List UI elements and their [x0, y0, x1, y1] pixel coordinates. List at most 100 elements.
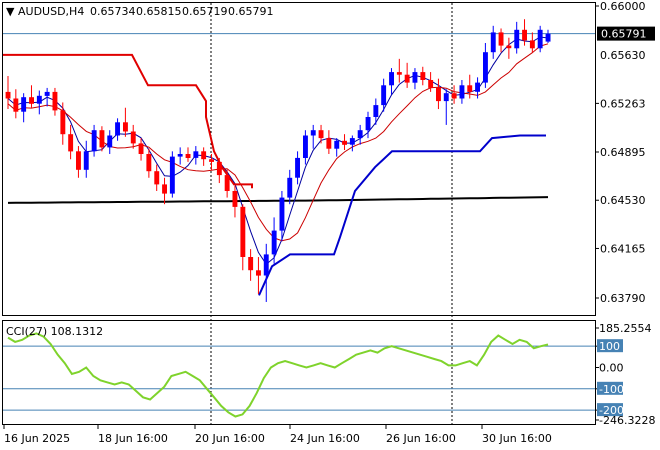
candle [99, 126, 105, 152]
ohlc-open: 0.65734 [90, 5, 136, 18]
candle [60, 102, 66, 145]
candle [263, 243, 269, 302]
price-tick-label: 0.64530 [600, 194, 646, 207]
price-tick-label: 0.64165 [600, 242, 646, 255]
candle [224, 169, 230, 198]
candle [365, 111, 371, 139]
candle [29, 85, 34, 108]
current-price-label: 0.65791 [601, 28, 647, 41]
candle [201, 147, 207, 166]
candle [412, 68, 418, 90]
candle [342, 134, 347, 151]
candle [138, 138, 144, 161]
candle [310, 124, 316, 149]
cci-line [7, 332, 549, 418]
candle [436, 78, 441, 110]
candle [216, 157, 222, 184]
candle [514, 21, 520, 54]
candle [506, 37, 512, 59]
candle [295, 151, 300, 185]
cci-tick-label: -246.3228 [599, 414, 655, 427]
candle [404, 62, 410, 88]
candle [467, 74, 473, 99]
candle [240, 204, 246, 271]
candle [209, 153, 214, 170]
cci-label: CCI(27) 108.1312 [6, 325, 103, 338]
candle [443, 89, 449, 125]
candle [130, 124, 136, 149]
candle [83, 140, 89, 178]
dropdown-arrow-icon[interactable]: ▼ [6, 5, 15, 18]
current-price-badge [597, 26, 655, 41]
cci-tick-label: 185.2554 [599, 322, 652, 335]
time-tick-label: 30 Jun 16:00 [482, 432, 552, 445]
fast-moving-average-line [7, 36, 549, 266]
price-tick-label: 0.65263 [600, 97, 646, 110]
price-tick-label: 0.64895 [600, 146, 646, 159]
candle [5, 76, 11, 110]
candle [271, 217, 277, 264]
candle [68, 124, 74, 160]
medium-moving-average-line [7, 43, 549, 242]
candle [21, 93, 27, 123]
time-tick-label: 24 Jun 16:00 [290, 432, 360, 445]
candle [373, 98, 379, 125]
candle [13, 89, 19, 119]
candle [381, 78, 387, 112]
slow-moving-average-line [7, 196, 549, 204]
candle [123, 107, 128, 137]
candle [193, 146, 199, 165]
candle [36, 90, 42, 115]
candlesticks [5, 19, 551, 302]
candle [162, 177, 167, 205]
symbol-label: AUDUSD,H4 [18, 5, 84, 18]
candle [357, 124, 363, 145]
candle [389, 68, 394, 95]
cci-axis: 185.2554 100 0.00 -100 -200-246.3228 [595, 322, 655, 427]
candle [44, 87, 50, 107]
candle [91, 124, 97, 157]
candle [232, 185, 238, 218]
blue-trailing-stop-line [258, 134, 546, 296]
candle [177, 147, 183, 165]
candle [248, 249, 254, 281]
candle [185, 147, 191, 162]
candle [115, 118, 120, 141]
cci-tick-label: 0.00 [599, 361, 624, 374]
cci-level-badge [597, 339, 623, 353]
cci-tick-label: -100 [599, 383, 624, 396]
candle [169, 151, 175, 198]
candle [396, 58, 402, 83]
candle [529, 32, 535, 53]
red-trailing-stop-line [3, 53, 253, 189]
candle [326, 130, 332, 154]
candle [146, 148, 152, 178]
price-tick-label: 0.65630 [600, 49, 646, 62]
cci-series-line [7, 332, 549, 418]
ohlc-close: 0.65791 [228, 5, 274, 18]
candle [107, 130, 113, 154]
cci-tick-label: 100 [599, 340, 620, 353]
cci-level-badge [597, 403, 623, 417]
candle [154, 164, 160, 191]
price-tick-label: 0.66000 [600, 0, 646, 13]
candle [287, 169, 293, 205]
candle [428, 72, 434, 92]
candle [279, 190, 285, 242]
price-axis: 0.66000 0.65263 0.64895 0.64530 0.64165 0.637… [595, 0, 655, 305]
indicator-lines [3, 33, 595, 296]
candle [420, 66, 426, 86]
candle [490, 25, 496, 59]
candle [318, 124, 324, 144]
price-tick-label: 0.63790 [600, 292, 646, 305]
ohlc-low: 0.65719 [182, 5, 228, 18]
candle [303, 130, 308, 165]
candle [522, 19, 527, 46]
candle [483, 42, 488, 88]
candle [475, 77, 480, 99]
time-tick-label: 20 Jun 16:00 [195, 432, 265, 445]
candle [256, 257, 261, 295]
candle [498, 28, 504, 53]
candle [334, 138, 340, 157]
